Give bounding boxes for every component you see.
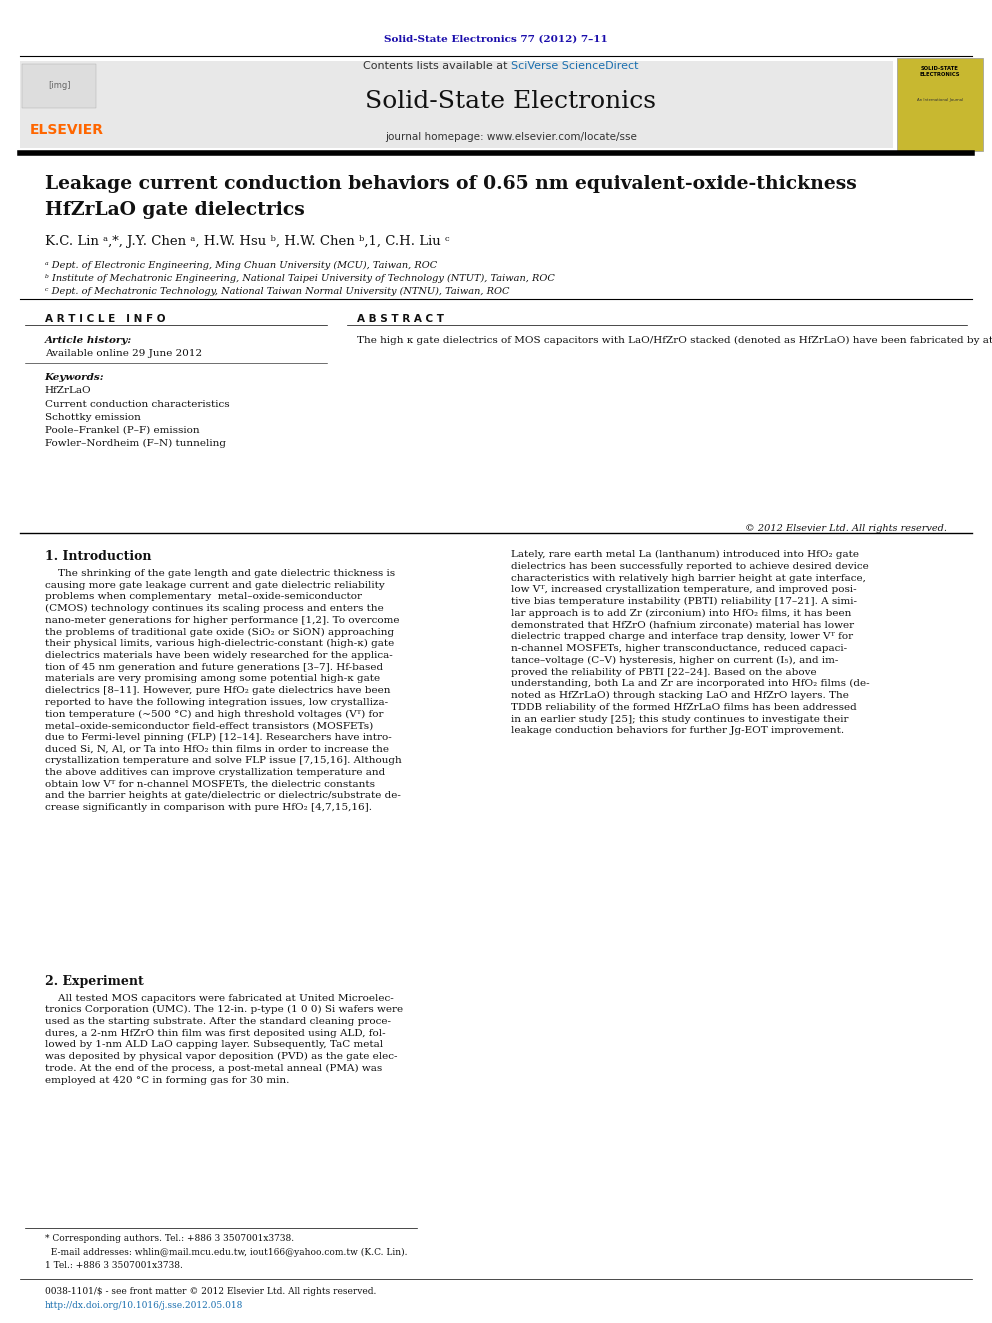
- FancyBboxPatch shape: [20, 61, 893, 148]
- Text: http://dx.doi.org/10.1016/j.sse.2012.05.018: http://dx.doi.org/10.1016/j.sse.2012.05.…: [45, 1301, 243, 1310]
- FancyBboxPatch shape: [897, 58, 983, 151]
- Text: K.C. Lin ᵃ,*, J.Y. Chen ᵃ, H.W. Hsu ᵇ, H.W. Chen ᵇ,1, C.H. Liu ᶜ: K.C. Lin ᵃ,*, J.Y. Chen ᵃ, H.W. Hsu ᵇ, H…: [45, 235, 449, 249]
- Text: HfZrLaO: HfZrLaO: [45, 386, 91, 396]
- Text: Solid-State Electronics 77 (2012) 7–11: Solid-State Electronics 77 (2012) 7–11: [384, 34, 608, 44]
- FancyBboxPatch shape: [22, 64, 96, 108]
- Text: Schottky emission: Schottky emission: [45, 413, 141, 422]
- Text: journal homepage: www.elsevier.com/locate/sse: journal homepage: www.elsevier.com/locat…: [385, 132, 637, 143]
- Text: Solid-State Electronics: Solid-State Electronics: [365, 90, 657, 112]
- Text: All tested MOS capacitors were fabricated at United Microelec-
tronics Corporati: All tested MOS capacitors were fabricate…: [45, 994, 403, 1085]
- Text: Article history:: Article history:: [45, 336, 132, 345]
- Text: SciVerse ScienceDirect: SciVerse ScienceDirect: [511, 61, 639, 71]
- Text: Leakage current conduction behaviors of 0.65 nm equivalent-oxide-thickness: Leakage current conduction behaviors of …: [45, 175, 856, 193]
- Text: 1 Tel.: +886 3 3507001x3738.: 1 Tel.: +886 3 3507001x3738.: [45, 1261, 183, 1270]
- Text: 2. Experiment: 2. Experiment: [45, 975, 144, 988]
- Text: © 2012 Elsevier Ltd. All rights reserved.: © 2012 Elsevier Ltd. All rights reserved…: [745, 524, 947, 533]
- Text: ᵃ Dept. of Electronic Engineering, Ming Chuan University (MCU), Taiwan, ROC: ᵃ Dept. of Electronic Engineering, Ming …: [45, 261, 436, 270]
- Text: ᵇ Institute of Mechatronic Engineering, National Taipei University of Technology: ᵇ Institute of Mechatronic Engineering, …: [45, 274, 555, 283]
- Text: Current conduction characteristics: Current conduction characteristics: [45, 400, 229, 409]
- Text: Lately, rare earth metal La (lanthanum) introduced into HfO₂ gate
dielectrics ha: Lately, rare earth metal La (lanthanum) …: [511, 550, 870, 736]
- Text: [img]: [img]: [49, 82, 70, 90]
- Text: The high κ gate dielectrics of MOS capacitors with LaO/HfZrO stacked (denoted as: The high κ gate dielectrics of MOS capac…: [357, 336, 992, 345]
- Text: An International Journal: An International Journal: [917, 98, 963, 102]
- Text: Available online 29 June 2012: Available online 29 June 2012: [45, 349, 201, 359]
- Text: Fowler–Nordheim (F–N) tunneling: Fowler–Nordheim (F–N) tunneling: [45, 439, 225, 448]
- Text: 0038-1101/$ - see front matter © 2012 Elsevier Ltd. All rights reserved.: 0038-1101/$ - see front matter © 2012 El…: [45, 1287, 376, 1297]
- Text: A B S T R A C T: A B S T R A C T: [357, 314, 444, 324]
- Text: * Corresponding authors. Tel.: +886 3 3507001x3738.: * Corresponding authors. Tel.: +886 3 35…: [45, 1234, 294, 1244]
- Text: E-mail addresses: whlin@mail.mcu.edu.tw, iout166@yahoo.com.tw (K.C. Lin).: E-mail addresses: whlin@mail.mcu.edu.tw,…: [45, 1248, 407, 1257]
- Text: HfZrLaO gate dielectrics: HfZrLaO gate dielectrics: [45, 201, 305, 220]
- Text: SOLID-STATE
ELECTRONICS: SOLID-STATE ELECTRONICS: [920, 66, 960, 77]
- Text: Poole–Frankel (P–F) emission: Poole–Frankel (P–F) emission: [45, 426, 199, 435]
- Text: Keywords:: Keywords:: [45, 373, 104, 382]
- Text: ᶜ Dept. of Mechatronic Technology, National Taiwan Normal University (NTNU), Tai: ᶜ Dept. of Mechatronic Technology, Natio…: [45, 287, 509, 296]
- Text: A R T I C L E   I N F O: A R T I C L E I N F O: [45, 314, 165, 324]
- Text: ELSEVIER: ELSEVIER: [30, 123, 104, 138]
- Text: Contents lists available at: Contents lists available at: [363, 61, 511, 71]
- Text: The shrinking of the gate length and gate dielectric thickness is
causing more g: The shrinking of the gate length and gat…: [45, 569, 402, 812]
- Text: 1. Introduction: 1. Introduction: [45, 550, 151, 564]
